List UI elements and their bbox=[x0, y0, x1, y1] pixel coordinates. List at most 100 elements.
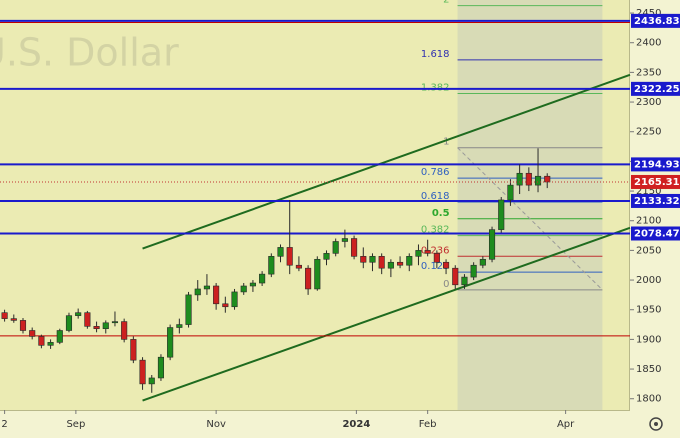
candle-body bbox=[157, 356, 165, 379]
candle-body bbox=[213, 285, 220, 305]
candle-body bbox=[470, 264, 477, 278]
y-tick-label: 2000 bbox=[636, 275, 661, 286]
candle-body bbox=[249, 282, 256, 287]
y-tick-label: 1950 bbox=[636, 305, 661, 316]
x-tick-label: Nov bbox=[206, 419, 226, 430]
candle-body bbox=[277, 247, 284, 257]
candle-body bbox=[360, 256, 367, 263]
candle-body bbox=[507, 184, 514, 201]
current-price-box bbox=[631, 174, 680, 189]
candle-body bbox=[56, 330, 63, 343]
candle-body bbox=[176, 324, 183, 328]
x-tick-label: 2 bbox=[1, 419, 7, 430]
candle-body bbox=[93, 326, 100, 330]
candle-body bbox=[323, 253, 330, 260]
candle-body bbox=[415, 250, 422, 257]
y-tick-label: 1800 bbox=[636, 394, 661, 405]
candle-body bbox=[397, 261, 404, 266]
price-label: 2133.32 bbox=[634, 196, 680, 207]
trend-line bbox=[142, 73, 631, 250]
candle-body bbox=[130, 339, 137, 361]
fib-label: 1.618 bbox=[421, 49, 450, 60]
candle-body bbox=[29, 330, 36, 337]
candle-body bbox=[203, 285, 210, 290]
price-label: 2194.93 bbox=[634, 159, 680, 170]
fib-diagonal bbox=[457, 147, 603, 291]
current-price-label: 2165.31 bbox=[634, 177, 680, 188]
y-tick-label: 1850 bbox=[636, 364, 661, 375]
fib-label: 0.786 bbox=[421, 167, 450, 178]
fib-label: 0.236 bbox=[421, 245, 450, 256]
y-tick-label: 2350 bbox=[636, 67, 661, 78]
x-tick-label: Feb bbox=[419, 419, 437, 430]
candle-body bbox=[516, 172, 523, 186]
candle-body bbox=[406, 256, 413, 266]
fib-label: 0.5 bbox=[432, 208, 450, 219]
candle-body bbox=[488, 229, 496, 260]
candle-body bbox=[534, 175, 542, 186]
candle-body bbox=[305, 267, 312, 290]
candle-body bbox=[332, 241, 339, 254]
candle-body bbox=[544, 175, 551, 183]
candle-body bbox=[369, 256, 376, 263]
price-label-box bbox=[631, 13, 680, 28]
price-label-box bbox=[631, 81, 680, 96]
candle-body bbox=[442, 261, 450, 269]
price-label: 2078.47 bbox=[634, 228, 680, 239]
candle-body bbox=[121, 321, 128, 340]
candle-body bbox=[194, 288, 201, 296]
settings-icon[interactable] bbox=[649, 417, 663, 431]
candle-body bbox=[111, 321, 119, 324]
x-tick-label: Apr bbox=[557, 419, 575, 430]
price-label: 2322.25 bbox=[634, 84, 680, 95]
candle-body bbox=[102, 322, 109, 330]
y-tick-label: 2150 bbox=[636, 186, 661, 197]
candle-body bbox=[47, 342, 54, 346]
fib-label: 0 bbox=[443, 279, 449, 290]
plot: U.S. Dollar21.6181.38210.7860.6180.50.38… bbox=[0, 0, 631, 410]
price-label: 2436.83 bbox=[634, 16, 680, 27]
candle-body bbox=[479, 258, 486, 266]
y-tick-label: 1900 bbox=[636, 334, 661, 345]
candle-body bbox=[148, 377, 155, 385]
candle-body bbox=[433, 253, 440, 263]
fib-label: 2 bbox=[443, 0, 449, 6]
candle-body bbox=[525, 172, 532, 186]
candle-body bbox=[38, 336, 45, 346]
fib-label: 0.618 bbox=[421, 191, 450, 202]
candle-body bbox=[351, 238, 358, 257]
candle-body bbox=[1, 312, 8, 319]
fib-label: 1 bbox=[443, 137, 449, 148]
y-tick-label: 2450 bbox=[636, 8, 661, 19]
y-tick-label: 2100 bbox=[636, 216, 661, 227]
candle-body bbox=[387, 261, 394, 269]
price-label-box bbox=[631, 193, 680, 208]
candle-body bbox=[295, 264, 302, 269]
candle-body bbox=[139, 359, 146, 385]
y-tick-label: 2400 bbox=[636, 38, 661, 49]
fib-label: 0.382 bbox=[421, 225, 450, 236]
candle-body bbox=[452, 267, 459, 286]
y-tick-label: 2050 bbox=[636, 245, 661, 256]
candle-body bbox=[222, 303, 229, 308]
candle-body bbox=[378, 256, 385, 269]
candle-body bbox=[240, 285, 247, 293]
candle-body bbox=[498, 199, 505, 230]
candle-body bbox=[286, 247, 293, 266]
time-axis bbox=[0, 410, 630, 438]
candle-body bbox=[185, 294, 192, 325]
candle-body bbox=[231, 291, 238, 308]
trend-line bbox=[142, 226, 631, 402]
candle-body bbox=[10, 318, 17, 321]
x-tick-label: Sep bbox=[66, 419, 85, 430]
x-tick-label: 2024 bbox=[342, 419, 370, 430]
candle-body bbox=[314, 258, 321, 290]
candle-body bbox=[341, 238, 348, 242]
fib-label: 0.125 bbox=[421, 261, 450, 272]
candle-body bbox=[424, 250, 431, 254]
candle-body bbox=[84, 312, 91, 327]
price-label-box bbox=[631, 226, 680, 241]
candle-body bbox=[65, 315, 73, 331]
candle-body bbox=[461, 276, 468, 286]
